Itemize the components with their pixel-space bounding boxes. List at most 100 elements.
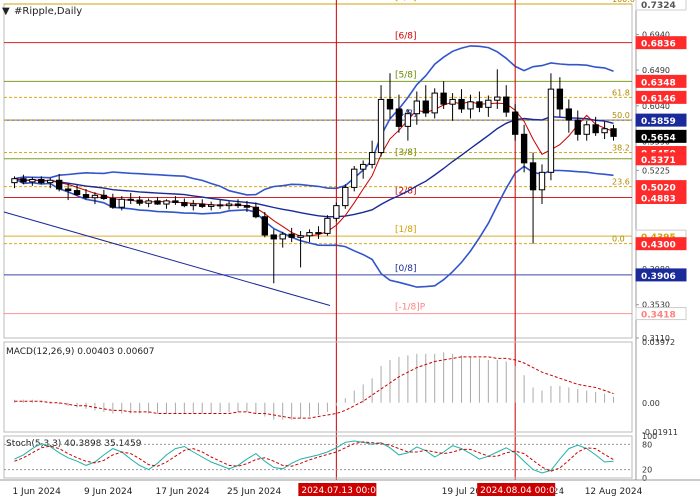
price-badge [635, 74, 687, 88]
candle-body [395, 108, 403, 127]
price-badge [635, 129, 687, 143]
candle-body [11, 178, 18, 184]
candle-body [538, 171, 546, 191]
candle-body [583, 124, 590, 135]
price-badge [635, 307, 687, 321]
date-tag-label: 2024.08.04 00:00 [480, 486, 561, 496]
candle-body [199, 203, 206, 207]
candle-body [190, 203, 197, 207]
time-tick-label: 9 Jun 2024 [84, 487, 133, 497]
stoch-tick-label: 20 [642, 466, 652, 475]
stoch-series-line [14, 441, 614, 472]
price-panel: [7/8][6/8][5/8][4/8][3/8][2/8][1/8][0/8]… [3, 0, 687, 480]
candle-body [342, 186, 349, 207]
candle-body [207, 204, 215, 207]
candle-body [216, 204, 224, 207]
price-badge-label: 0.6836 [641, 40, 676, 50]
candle-body [610, 128, 617, 137]
candle-body [172, 200, 179, 203]
murrey-label: [7/8] [395, 0, 417, 3]
candle-body [38, 178, 45, 184]
price-tick-label: 0.3530 [642, 301, 670, 310]
murrey-label: [1/8] [395, 225, 417, 235]
time-axis: 1 Jun 2024 9 Jun 2024 17 Jun 2024 25 Jun 20… [0, 479, 700, 497]
macd-tick-label: 0.00 [642, 399, 660, 408]
candle-body [529, 162, 537, 191]
price-badge-label: 0.6146 [641, 94, 676, 104]
price-badge-label: 0.7324 [641, 1, 676, 11]
trend-line [3, 211, 331, 306]
chart-title: #Ripple,Daily [14, 6, 82, 17]
price-badge-label: 0.6348 [641, 78, 676, 88]
price-badge-label: 0.5859 [641, 117, 676, 127]
macd-title: MACD(12,26,9) 0.00403 0.00607 [6, 347, 155, 357]
candle-body [458, 98, 465, 110]
time-tick-label: 1 Jun 2024 [12, 487, 61, 497]
price-tick-label: 0.6040 [642, 102, 670, 111]
candle-body [422, 100, 429, 114]
candle-body [431, 92, 438, 114]
fib-label: 38.2 [612, 144, 630, 153]
candle-body [476, 101, 483, 108]
price-badge [635, 237, 687, 251]
date-tag-badge [477, 483, 556, 496]
stoch-series-line [14, 440, 614, 474]
candle-body [297, 235, 304, 238]
date-tag-label: 2024.07.13 00:00 [301, 486, 382, 496]
candle-body [449, 98, 456, 105]
candle-body [413, 100, 421, 115]
candle-body [91, 194, 99, 199]
candle-body [154, 200, 161, 205]
stoch-frame [3, 435, 633, 479]
candle-body [440, 92, 447, 105]
price-badge [635, 268, 687, 282]
murrey-label: [0/8] [395, 264, 417, 274]
murrey-label: [5/8] [395, 70, 417, 80]
fib-label: 0.0 [612, 235, 625, 244]
candle-body [368, 152, 376, 165]
candle-body [565, 108, 573, 121]
date-tag-badge [298, 483, 377, 496]
candle-body [351, 168, 358, 188]
candle-body [64, 188, 72, 192]
candle-body [333, 205, 340, 219]
price-badge-label: 0.3418 [641, 311, 676, 321]
candle-body [592, 124, 599, 134]
candle-body [315, 232, 322, 235]
candle-body [404, 113, 412, 127]
candle-body [55, 179, 63, 190]
murrey-label: [-1/8]P [395, 303, 426, 313]
candle-body [145, 200, 152, 204]
stoch-tick-label: 0 [642, 474, 647, 483]
candle-body [270, 234, 277, 240]
candle-body [288, 233, 295, 238]
candle-body [279, 233, 286, 240]
candle-body [306, 232, 313, 237]
price-badge-label: 0.4300 [641, 241, 676, 251]
candle-body [485, 99, 492, 108]
fib-label: 23.6 [612, 178, 630, 187]
candle-body [556, 88, 564, 110]
price-badge [635, 0, 687, 11]
candle-body [234, 203, 242, 207]
candle-body [127, 198, 134, 201]
price-badge [635, 190, 687, 204]
price-tick-label: 0.5225 [642, 166, 670, 175]
candle-body [181, 201, 188, 207]
price-badge-label: 0.5654 [641, 133, 676, 143]
time-tick-label: 12 Aug 2024 [585, 487, 643, 497]
stoch-tick-label: 100 [642, 432, 657, 441]
candle-body [574, 119, 581, 135]
stoch-tick-label: 80 [642, 440, 652, 449]
fib-label: 100.0 [612, 0, 635, 4]
price-badge-label: 0.5020 [641, 184, 676, 194]
macd-panel: MACD(12,26,9) 0.00403 0.00607 0.03972 0.00… [3, 338, 678, 437]
candle-body [511, 111, 519, 135]
fib-label: 61.8 [612, 88, 630, 97]
price-badge [635, 36, 687, 50]
candle-body [261, 216, 269, 236]
price-badge-label: 0.5371 [641, 156, 676, 166]
candle-body [520, 133, 528, 164]
